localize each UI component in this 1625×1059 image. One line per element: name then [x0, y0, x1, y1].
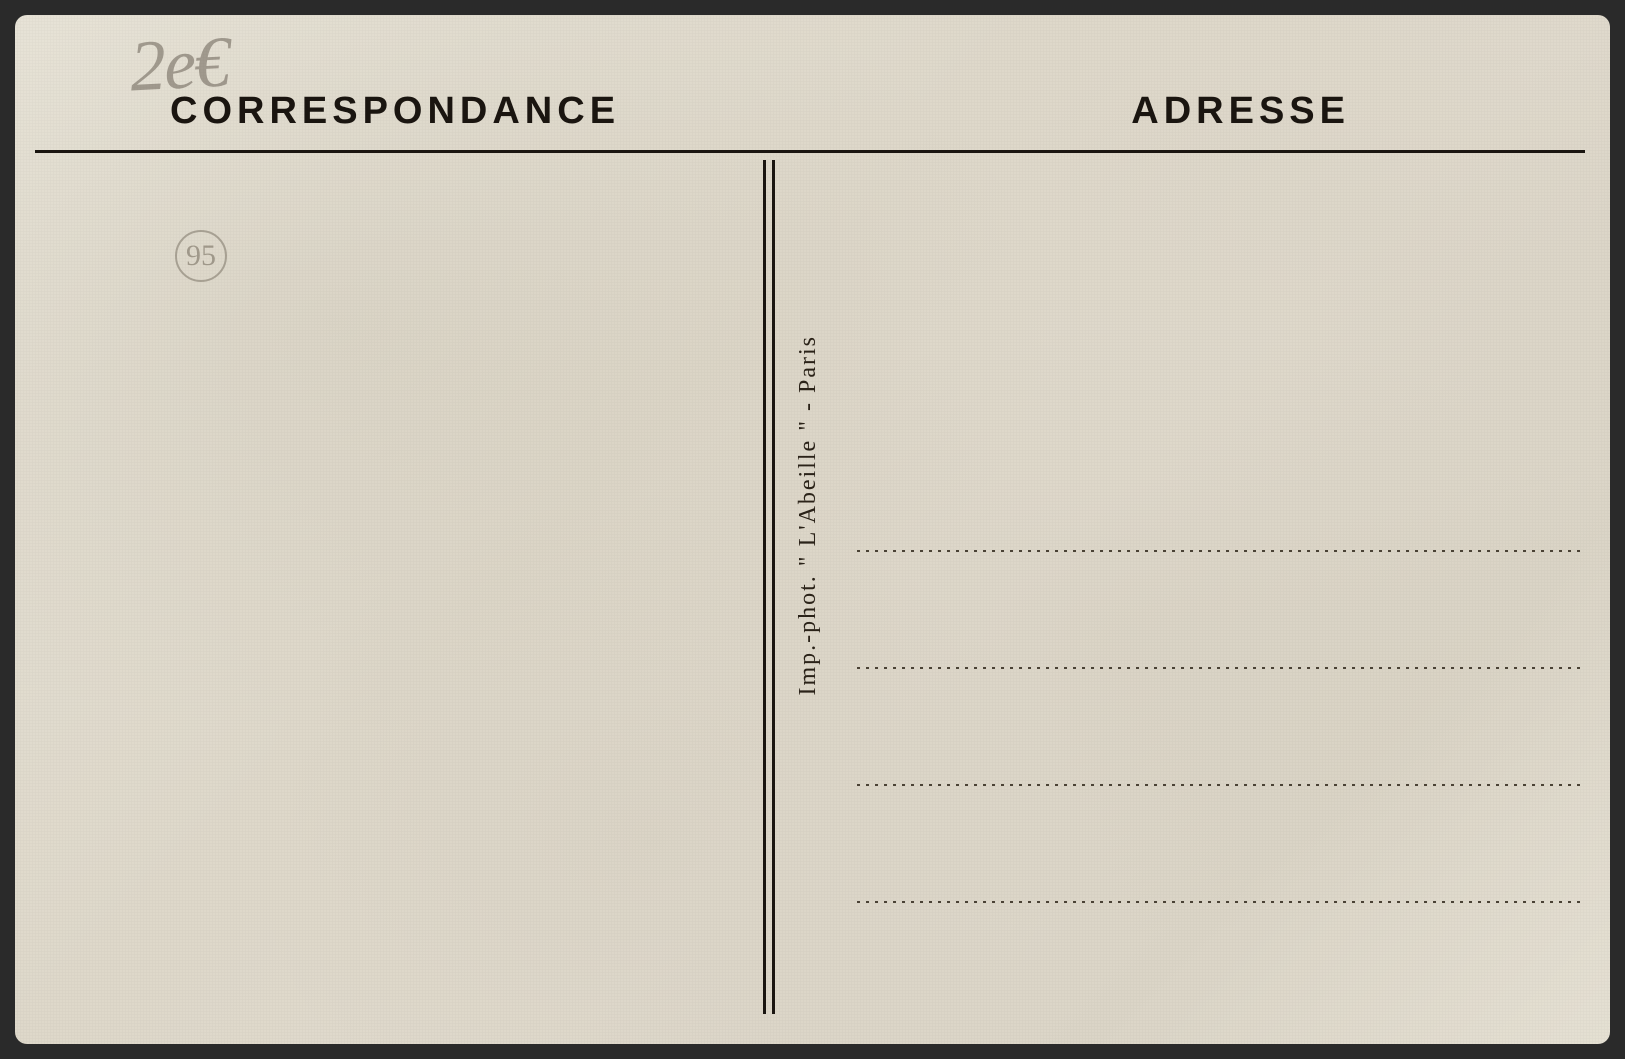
- printer-credit: Imp.-phot. " L'Abeille " - Paris: [795, 335, 822, 696]
- correspondance-header: CORRESPONDANCE: [170, 90, 620, 133]
- header-divider-line: [35, 150, 1585, 153]
- address-line: [857, 784, 1582, 786]
- address-line: [857, 550, 1582, 552]
- circled-number-annotation: 95: [175, 230, 227, 282]
- adresse-header: ADRESSE: [1131, 90, 1350, 133]
- address-line: [857, 667, 1582, 669]
- address-lines-container: [857, 550, 1582, 903]
- vertical-divider: [763, 160, 775, 1014]
- address-line: [857, 901, 1582, 903]
- postcard-back: 2e€ CORRESPONDANCE ADRESSE Imp.-phot. " …: [15, 15, 1610, 1044]
